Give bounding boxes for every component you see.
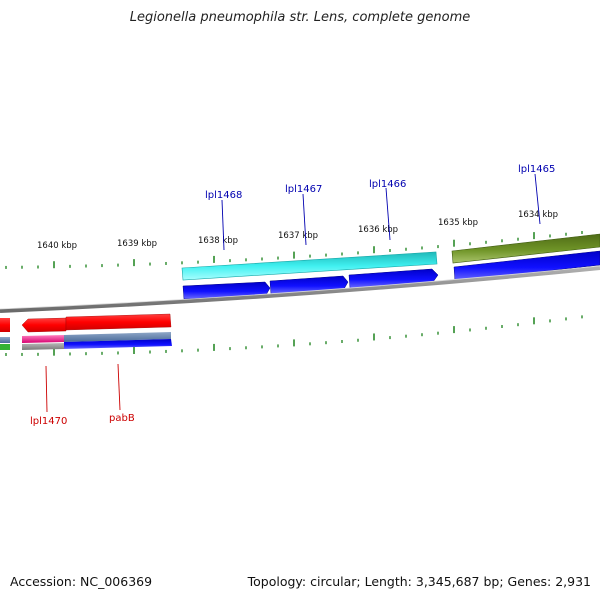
gene-label-lpl1466[interactable]: lpl1466 [369, 179, 406, 190]
gene-label-lpl1467[interactable]: lpl1467 [285, 184, 322, 195]
gene-bar-olive[interactable] [451, 233, 600, 264]
accession-text: Accession: NC_006369 [10, 574, 153, 589]
gene-label-lpl1465[interactable]: lpl1465 [518, 164, 555, 175]
gene-bar-blue-reverse[interactable] [64, 339, 172, 349]
gene-label-lpl1470[interactable]: lpl1470 [30, 416, 67, 427]
leader-line-lpl1466 [385, 187, 391, 241]
gene-bar-steel[interactable] [64, 332, 171, 342]
scale-label: 1637 kbp [278, 231, 318, 241]
scale-label: 1636 kbp [358, 225, 398, 235]
cds-red-left[interactable] [0, 318, 10, 332]
upper-tick-ring [5, 231, 583, 269]
gene-bar-pink[interactable] [22, 335, 64, 343]
genome-backbone [0, 266, 600, 313]
scale-label: 1639 kbp [117, 239, 157, 249]
lower-tick-ring [5, 315, 583, 356]
gene-label-pabB[interactable]: pabB [109, 413, 135, 424]
genome-summary-text: Topology: circular; Length: 3,345,687 bp… [247, 574, 591, 589]
cds-arrow-lpl1470[interactable] [21, 317, 67, 333]
leader-line-lpl1468 [221, 199, 225, 251]
leader-line-lpl1465 [534, 173, 541, 225]
cds-pabB[interactable] [65, 313, 172, 331]
scale-label: 1634 kbp [518, 210, 558, 220]
leader-line-lpl1470 [45, 365, 48, 413]
scale-label: 1635 kbp [438, 218, 478, 228]
genome-backbone-highlight [0, 265, 600, 310]
gene-bar-grey[interactable] [22, 343, 64, 350]
leader-line-pabB [117, 363, 121, 411]
cds-arrow-lpl1468[interactable] [182, 281, 271, 300]
map-title: Legionella pneumophila str. Lens, comple… [129, 10, 471, 25]
scale-label: 1640 kbp [37, 241, 77, 251]
cds-arrow-lpl1465[interactable] [453, 250, 600, 282]
scale-label: 1638 kbp [198, 236, 238, 246]
gene-bar-green-left[interactable] [0, 344, 10, 350]
cds-arrow-lpl1466[interactable] [348, 268, 439, 289]
gene-label-lpl1468[interactable]: lpl1468 [205, 190, 242, 201]
leader-line-lpl1467 [302, 193, 307, 246]
gene-bar-steel-left[interactable] [0, 337, 10, 343]
gene-bar-cyan[interactable] [181, 251, 438, 281]
